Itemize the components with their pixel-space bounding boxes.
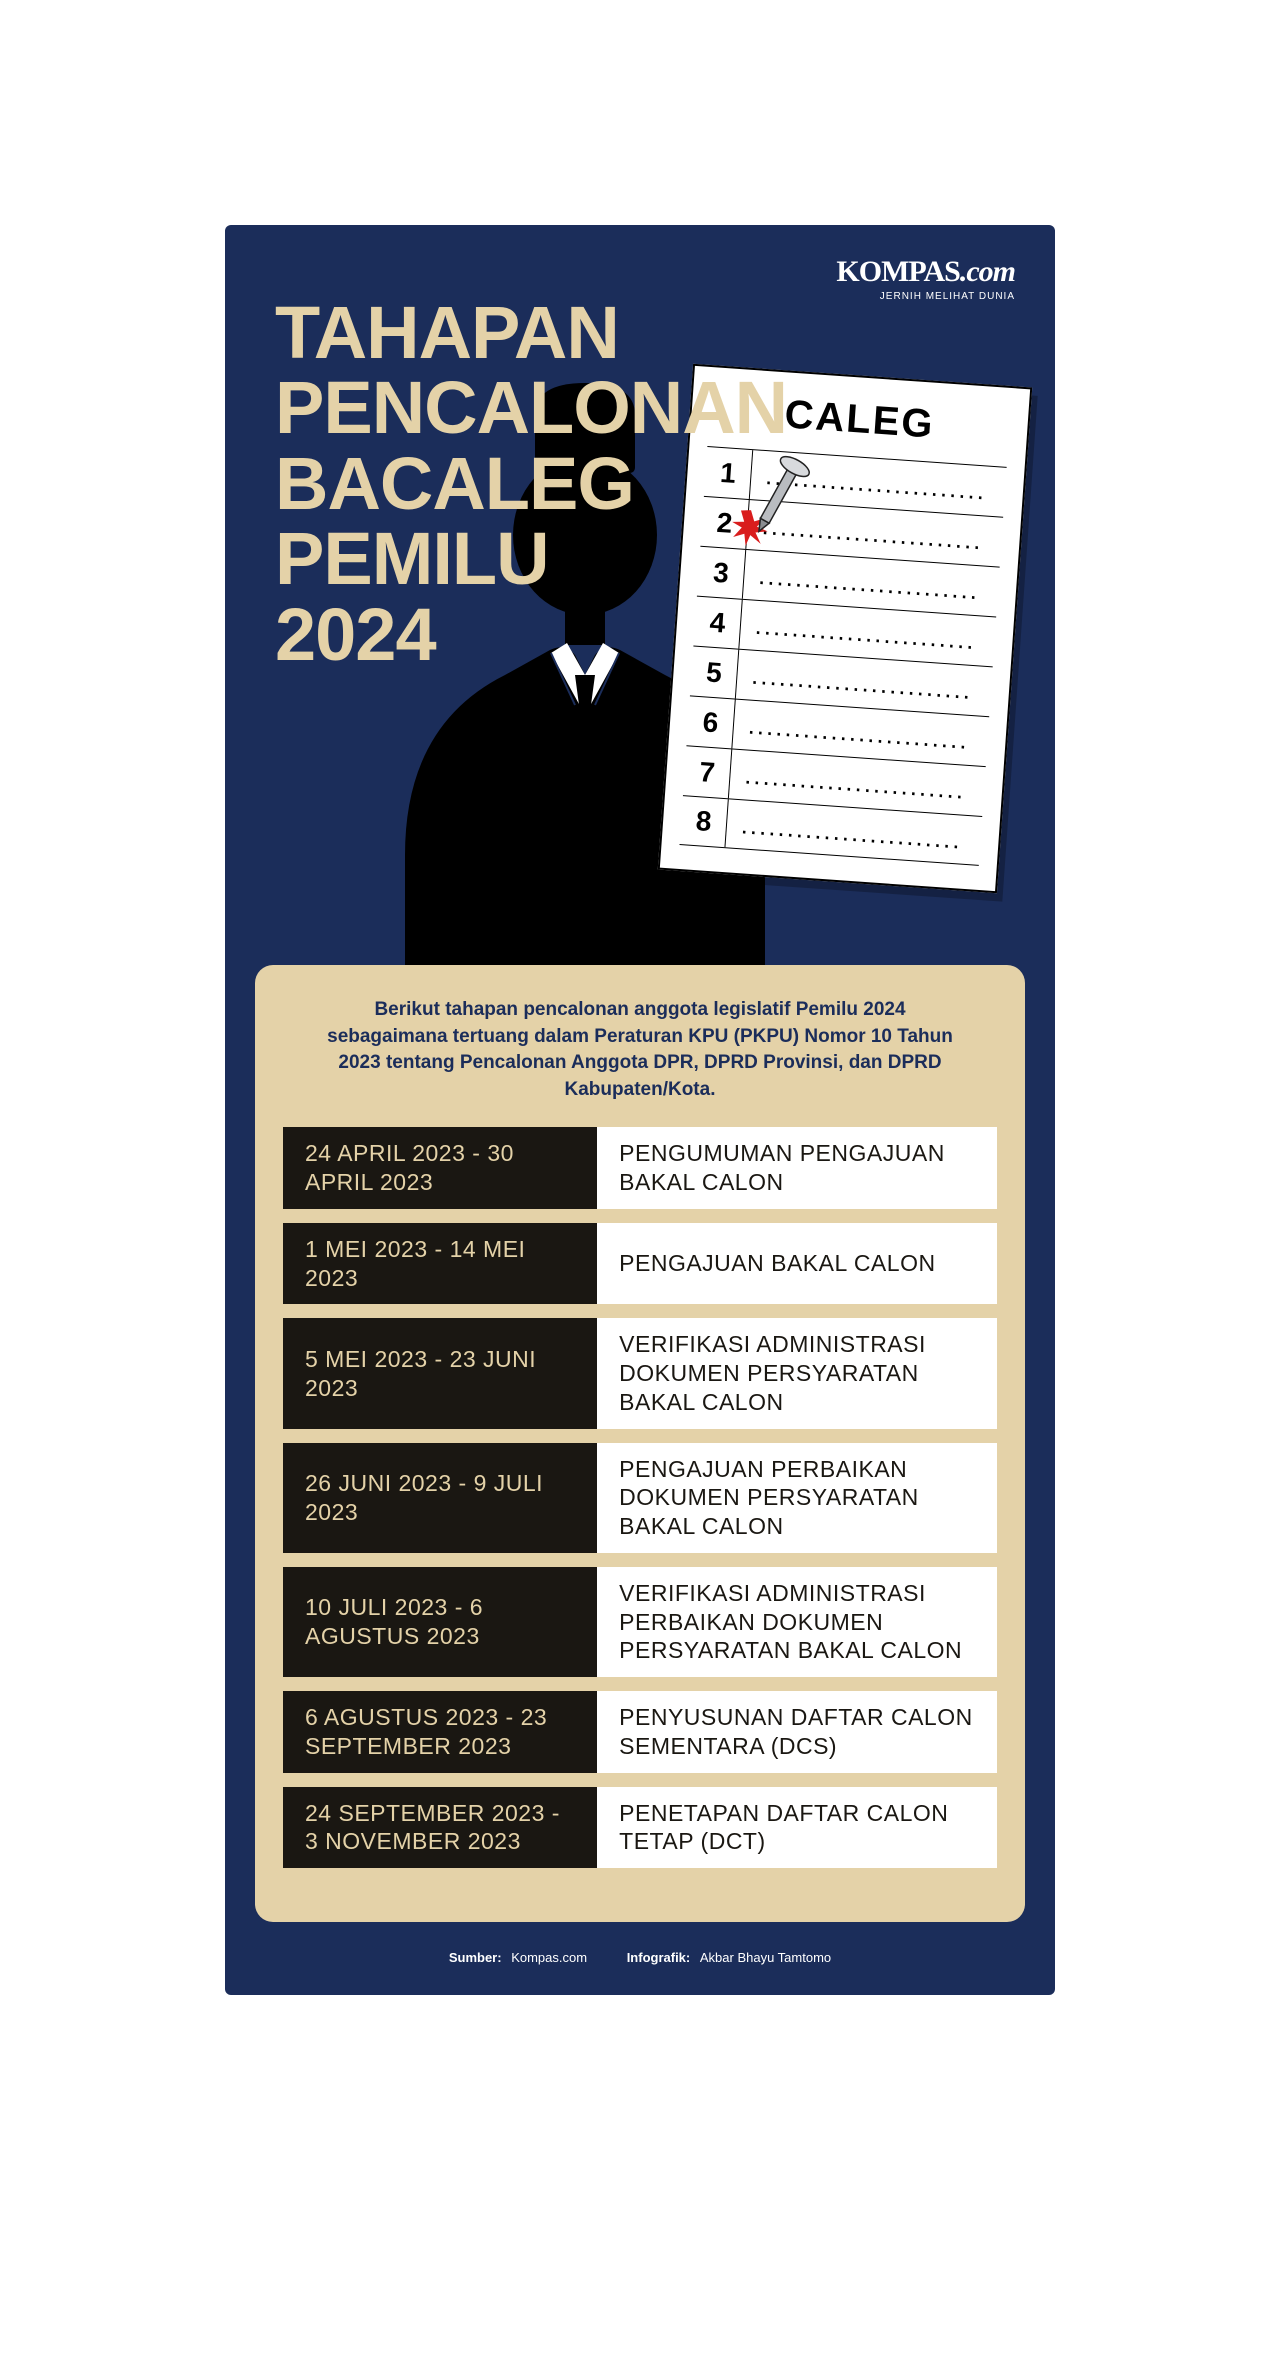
main-title: TAHAPAN PENCALONAN BACALEG PEMILU 2024	[275, 295, 787, 672]
intro-text: Berikut tahapan pencalonan anggota legis…	[283, 993, 997, 1127]
credit-value: Akbar Bhayu Tamtomo	[700, 1950, 831, 1965]
ballot-dots: ........................	[726, 808, 982, 857]
page-container: KOMPAS.com JERNIH MELIHAT DUNIA TAHAPAN …	[0, 0, 1280, 2220]
stage-description: PENETAPAN DAFTAR CALON TETAP (DCT)	[597, 1787, 997, 1869]
ballot-number: 6	[686, 696, 735, 748]
stage-row: 26 JUNI 2023 - 9 JULI 2023PENGAJUAN PERB…	[283, 1443, 997, 1553]
logo-text: KOMPAS.com	[836, 255, 1015, 289]
stage-description: PENGUMUMAN PENGAJUAN BAKAL CALON	[597, 1127, 997, 1209]
stage-date: 6 AGUSTUS 2023 - 23 SEPTEMBER 2023	[283, 1691, 597, 1773]
stage-date: 26 JUNI 2023 - 9 JULI 2023	[283, 1443, 597, 1553]
title-line: TAHAPAN	[275, 295, 787, 370]
poster: KOMPAS.com JERNIH MELIHAT DUNIA TAHAPAN …	[225, 225, 1055, 1995]
stage-date: 5 MEI 2023 - 23 JUNI 2023	[283, 1318, 597, 1428]
stage-date: 24 APRIL 2023 - 30 APRIL 2023	[283, 1127, 597, 1209]
hero-section: TAHAPAN PENCALONAN BACALEG PEMILU 2024	[255, 295, 1025, 975]
ballot-dots: ........................	[729, 758, 985, 807]
footer-credits: Sumber: Kompas.com Infografik: Akbar Bha…	[255, 1950, 1025, 1965]
ballot-number: 7	[683, 746, 732, 798]
source-block: Sumber: Kompas.com	[449, 1950, 591, 1965]
stage-description: PENGAJUAN PERBAIKAN DOKUMEN PERSYARATAN …	[597, 1443, 997, 1553]
stage-row: 10 JULI 2023 - 6 AGUSTUS 2023VERIFIKASI …	[283, 1567, 997, 1677]
stage-row: 1 MEI 2023 - 14 MEI 2023PENGAJUAN BAKAL …	[283, 1223, 997, 1305]
stage-row: 5 MEI 2023 - 23 JUNI 2023VERIFIKASI ADMI…	[283, 1318, 997, 1428]
stage-date: 24 SEPTEMBER 2023 - 3 NOVEMBER 2023	[283, 1787, 597, 1869]
stage-date: 1 MEI 2023 - 14 MEI 2023	[283, 1223, 597, 1305]
ballot-number: 8	[680, 796, 729, 847]
stages-list: 24 APRIL 2023 - 30 APRIL 2023PENGUMUMAN …	[283, 1127, 997, 1868]
stage-row: 6 AGUSTUS 2023 - 23 SEPTEMBER 2023PENYUS…	[283, 1691, 997, 1773]
content-panel: Berikut tahapan pencalonan anggota legis…	[255, 965, 1025, 1922]
stage-description: PENGAJUAN BAKAL CALON	[597, 1223, 997, 1305]
logo-domain: .com	[960, 255, 1015, 288]
ballot-dots: ........................	[733, 709, 989, 758]
title-line: PENCALONAN	[275, 370, 787, 445]
source-value: Kompas.com	[511, 1950, 587, 1965]
credit-label: Infografik:	[627, 1950, 691, 1965]
stage-date: 10 JULI 2023 - 6 AGUSTUS 2023	[283, 1567, 597, 1677]
source-label: Sumber:	[449, 1950, 502, 1965]
stage-description: VERIFIKASI ADMINISTRASI DOKUMEN PERSYARA…	[597, 1318, 997, 1428]
title-line: 2024	[275, 597, 787, 672]
logo-word: KOMPAS	[836, 255, 959, 288]
credit-block: Infografik: Akbar Bhayu Tamtomo	[627, 1950, 831, 1965]
title-line: BACALEG	[275, 446, 787, 521]
stage-row: 24 APRIL 2023 - 30 APRIL 2023PENGUMUMAN …	[283, 1127, 997, 1209]
stage-description: PENYUSUNAN DAFTAR CALON SEMENTARA (DCS)	[597, 1691, 997, 1773]
stage-description: VERIFIKASI ADMINISTRASI PERBAIKAN DOKUME…	[597, 1567, 997, 1677]
title-line: PEMILU	[275, 521, 787, 596]
stage-row: 24 SEPTEMBER 2023 - 3 NOVEMBER 2023PENET…	[283, 1787, 997, 1869]
